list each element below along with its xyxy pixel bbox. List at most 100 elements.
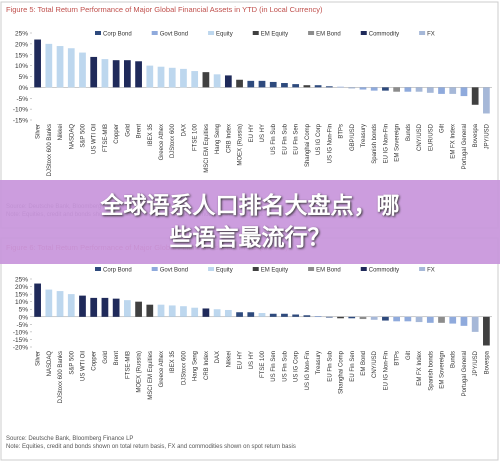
bar (45, 43, 53, 88)
bar (415, 316, 423, 323)
x-tick-label: US IG Corp (316, 123, 322, 155)
bar (146, 304, 154, 317)
y-tick-label: 20% (15, 284, 28, 291)
bar (348, 316, 356, 319)
bar (224, 75, 232, 88)
bar (269, 313, 277, 317)
bar (236, 312, 243, 317)
x-tick-label: EU Fin Sen (350, 351, 356, 382)
bar (157, 304, 165, 317)
bar (56, 291, 64, 317)
bar (404, 316, 412, 322)
x-tick-label: US IG Corp (294, 350, 300, 382)
legend-label: Equity (216, 32, 233, 38)
legend-label: Corp Bond (103, 268, 132, 274)
bar (359, 316, 367, 320)
x-tick-label: US HY (260, 124, 266, 142)
x-tick-label: Portugal General (462, 351, 468, 396)
x-tick-label: EU IG Non-Fin (383, 351, 389, 390)
bar (382, 316, 389, 321)
x-tick-label: Bunds (451, 351, 457, 368)
x-tick-label: DAX (181, 124, 187, 136)
bar (213, 309, 221, 317)
x-tick-label: Hang Seng (193, 351, 199, 381)
x-tick-label: EM FX Index (451, 124, 457, 159)
legend-swatch (419, 267, 426, 271)
bar (202, 308, 210, 317)
y-tick-label: 25% (15, 277, 28, 284)
banner-line: 些语言最流行？ (169, 225, 331, 251)
x-tick-label: DJStoxx 600 (170, 123, 176, 158)
legend-swatch (95, 31, 101, 35)
bar (258, 313, 266, 317)
x-tick-label: FTSE-MIB (125, 351, 131, 379)
x-tick-label: FTSE-MIB (103, 124, 109, 152)
x-tick-label: Bunds (406, 124, 412, 141)
x-tick-label: Portugal General (462, 124, 468, 169)
bar (258, 80, 266, 88)
bar (337, 86, 344, 88)
x-tick-label: S&P 500 (69, 350, 75, 374)
x-tick-label: Silver (36, 124, 42, 139)
bar (247, 80, 255, 88)
legend-label: Commodity (369, 32, 399, 38)
legend-swatch (208, 31, 215, 35)
y-tick-label: 25% (15, 31, 28, 38)
y-tick-label: 15% (15, 292, 28, 299)
y-tick-label: 0% (19, 85, 29, 92)
chart-title: Figure 5: Total Return Performance of Ma… (6, 5, 323, 14)
bar (191, 307, 199, 317)
legend-swatch (252, 267, 259, 271)
x-tick-label: GBP/USD (350, 123, 356, 151)
bar (34, 283, 41, 317)
x-tick-label: Shanghai Comp (305, 123, 311, 167)
y-tick-label: -15% (13, 337, 28, 344)
x-tick-label: EU HY (238, 351, 244, 369)
bar (79, 52, 86, 88)
legend-swatch (95, 267, 101, 271)
x-tick-label: Silver (36, 351, 42, 366)
bar (438, 316, 445, 323)
y-tick-label: 10% (15, 63, 28, 70)
bar (180, 68, 187, 88)
bar (393, 316, 400, 322)
x-tick-label: EM Sovereign (395, 124, 401, 162)
x-tick-label: US Fin Sub (271, 123, 277, 154)
x-tick-label: EU Fin Sen (294, 124, 300, 155)
x-tick-label: NASDAQ (69, 124, 75, 150)
x-tick-label: BTPs (339, 124, 345, 139)
legend-label: EM Equity (261, 32, 288, 38)
bar (292, 314, 300, 317)
y-tick-label: -15% (13, 118, 28, 125)
x-tick-label: Nikkei (58, 124, 64, 140)
x-tick-label: Hang Seng (215, 124, 221, 154)
banner-line: 全球语系人口排名大盘点，哪 (100, 193, 400, 219)
legend-swatch (360, 267, 367, 271)
x-tick-label: JPY/USD (473, 350, 479, 376)
y-tick-label: -5% (16, 96, 28, 103)
bar (359, 87, 367, 90)
x-tick-label: JPY/USD (484, 123, 490, 149)
bar (438, 87, 445, 94)
bar (337, 316, 344, 319)
x-tick-label: EM Sovereign (440, 351, 446, 389)
x-tick-label: Gold (125, 124, 131, 137)
bar (101, 297, 109, 317)
bar (213, 74, 221, 88)
bar (325, 316, 333, 318)
y-tick-label: 5% (19, 307, 29, 314)
bar (483, 316, 490, 346)
bar (449, 316, 457, 324)
bar (471, 316, 479, 332)
bar (168, 305, 176, 317)
x-tick-label: CRB Index (226, 124, 232, 153)
bar (415, 87, 423, 92)
x-tick-label: CNY/USD (417, 123, 423, 151)
x-tick-label: DJStoxx 600 (181, 350, 187, 385)
x-tick-label: Treasury (316, 351, 322, 374)
source-note: Source: Deutsche Bank, Bloomberg Finance… (6, 436, 133, 442)
x-tick-label: Bovespa (473, 123, 479, 147)
x-tick-label: Spanish bonds (372, 124, 378, 164)
bar (348, 87, 356, 89)
legend-label: Corp Bond (103, 32, 132, 38)
